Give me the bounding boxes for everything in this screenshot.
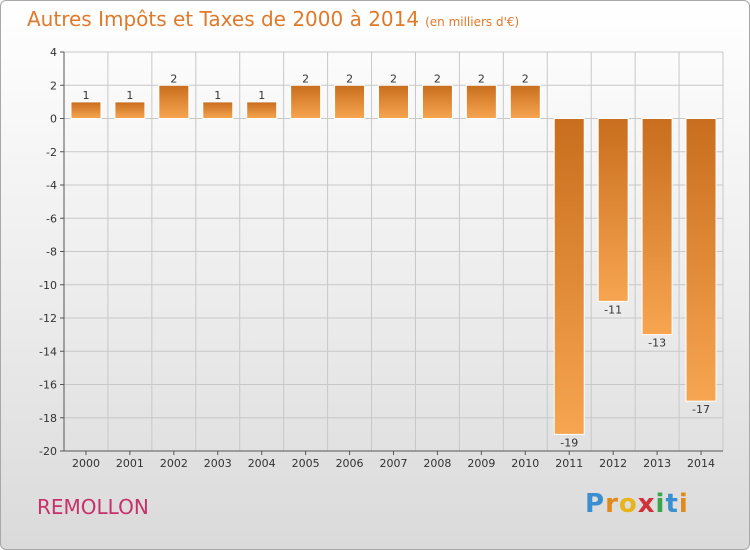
commune-name: REMOLLON [37,495,149,519]
bar-2008 [421,84,453,119]
y-tick-label: 2 [50,79,57,92]
y-tick-label: -16 [39,379,57,392]
title-row: Autres Impôts et Taxes de 2000 à 2014 (en… [27,7,519,31]
y-tick-label: -18 [39,412,57,425]
logo-letter: P [585,489,606,519]
bar-value-label: -17 [692,403,710,416]
bar-2003 [202,101,234,119]
proxiti-logo: Proxiti [585,489,689,519]
bar-2000 [70,101,102,119]
bar-2007 [378,84,409,119]
y-tick-label: -6 [46,212,57,225]
bar-2011 [553,118,585,435]
y-tick-label: -4 [46,179,57,192]
x-tick-label: 2011 [555,457,583,470]
bar-value-label: 2 [478,72,485,85]
y-tick-label: -12 [39,312,57,325]
y-tick-label: -10 [39,279,57,292]
bar-value-label: 2 [170,72,177,85]
logo-letter: r [605,489,619,519]
y-tick-label: -20 [39,445,57,458]
y-tick-label: -2 [46,146,57,159]
y-tick-label: -14 [39,345,57,358]
x-tick-label: 2003 [204,457,232,470]
bar-value-label: 2 [302,72,309,85]
y-tick-label: -8 [46,246,57,259]
logo-letter: i [678,489,689,519]
chart-unit: (en milliers d'€) [425,15,520,29]
x-tick-label: 2012 [599,457,627,470]
bar-2002 [158,84,190,119]
bar-value-label: 2 [346,72,353,85]
bar-2012 [597,118,629,302]
bar-2010 [509,84,541,119]
bar-value-label: 2 [390,72,397,85]
bar-2001 [114,101,146,119]
x-tick-label: 2000 [72,457,100,470]
x-tick-label: 2008 [423,457,451,470]
bar-value-label: 2 [434,72,441,85]
logo-letter: i [655,489,666,519]
bar-2009 [465,84,497,119]
bar-value-label: 2 [522,72,529,85]
bar-2006 [334,84,366,119]
bar-2004 [246,101,278,119]
bar-value-label: 1 [82,89,89,102]
bar-value-label: -19 [560,436,578,449]
x-tick-label: 2010 [511,457,539,470]
bar-value-label: 1 [214,89,221,102]
x-tick-label: 2007 [380,457,408,470]
bar-2014 [685,118,717,402]
x-tick-label: 2014 [687,457,715,470]
bar-value-label: 1 [258,89,265,102]
logo-letter: t [665,489,679,519]
x-tick-label: 2001 [116,457,144,470]
x-tick-label: 2013 [643,457,671,470]
x-tick-label: 2006 [336,457,364,470]
x-tick-label: 2005 [292,457,320,470]
chart-title: Autres Impôts et Taxes de 2000 à 2014 [27,7,420,31]
x-tick-label: 2004 [248,457,276,470]
logo-letter: x [637,489,656,519]
bar-2013 [641,118,673,336]
y-tick-label: 0 [50,113,57,126]
x-tick-label: 2002 [160,457,188,470]
logo-letter: o [618,489,638,519]
bar-value-label: 1 [126,89,133,102]
bar-2005 [290,84,322,119]
x-tick-label: 2009 [467,457,495,470]
y-tick-label: 4 [50,46,57,59]
bar-value-label: -13 [648,337,666,350]
bar-value-label: -11 [604,303,622,316]
